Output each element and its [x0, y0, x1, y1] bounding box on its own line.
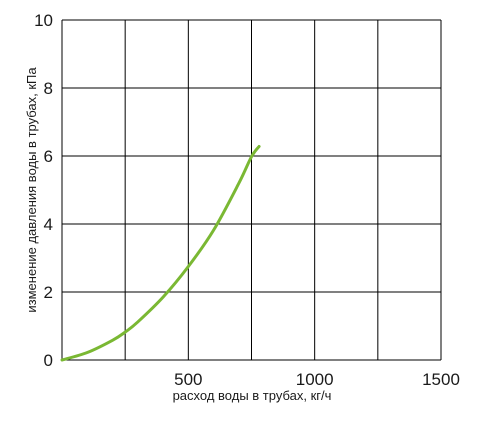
y-tick-label-4: 8: [44, 79, 53, 98]
x-axis-label: расход воды в трубах, кг/ч: [173, 388, 332, 403]
y-tick-label-0: 0: [44, 351, 53, 370]
tick-labels: 0 2 4 6 8 10 500 1000 1500: [34, 11, 460, 389]
grid: [61, 19, 442, 361]
series-line-0: [60, 144, 261, 362]
y-tick-label-1: 2: [44, 283, 53, 302]
x-tick-label-0: 500: [174, 370, 202, 389]
y-tick-label-5: 10: [34, 11, 53, 30]
x-tick-label-1: 1000: [296, 370, 334, 389]
x-tick-label-2: 1500: [422, 370, 460, 389]
series-group: [60, 144, 261, 362]
y-axis-label: изменение давления воды в трубах, кПа: [24, 67, 39, 313]
y-tick-label-3: 6: [44, 147, 53, 166]
y-tick-label-2: 4: [44, 215, 53, 234]
